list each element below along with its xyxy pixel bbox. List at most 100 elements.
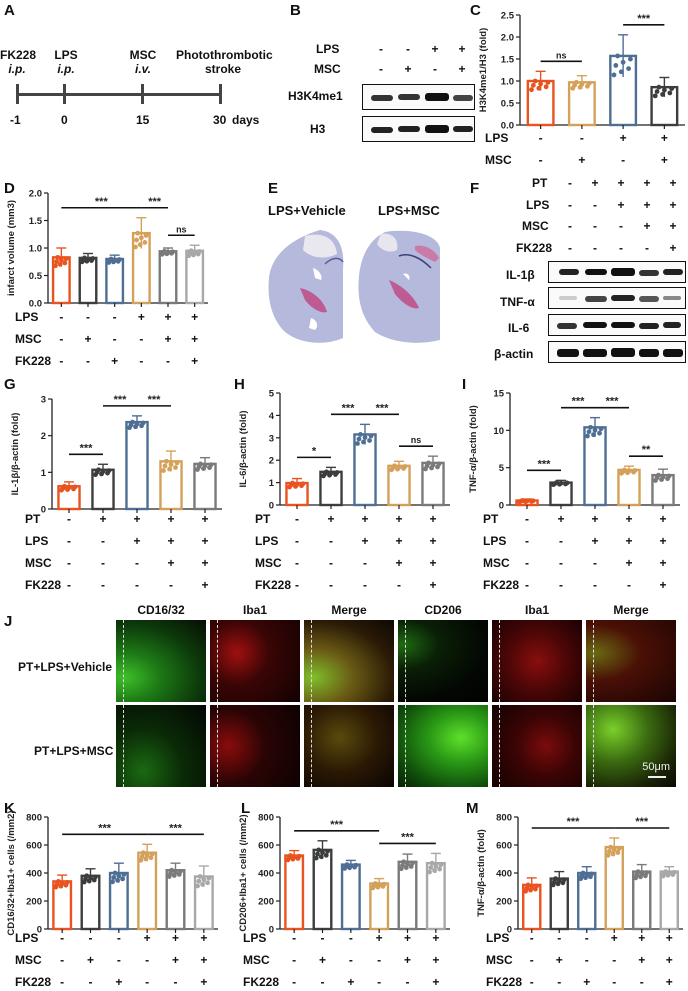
data-point [660,474,666,480]
condition-value: - [329,578,333,592]
condition-value: - [593,198,597,212]
condition-value: + [84,332,91,346]
data-point [545,80,551,85]
data-point [198,461,203,467]
condition-value: - [89,975,93,989]
condition-value: + [200,931,207,945]
condition-value: + [395,556,402,570]
blot-label: TNF-α [500,295,535,309]
condition-value: + [404,953,411,967]
data-point [324,469,329,475]
data-point [618,69,624,75]
data-point [616,846,622,851]
data-point [524,498,530,504]
condition-value: - [621,153,625,167]
condition-label: LPS [316,42,340,56]
band [639,349,659,357]
data-point [615,53,621,59]
data-point [401,859,407,865]
condition-value: + [327,512,334,526]
condition-value: + [191,332,198,346]
data-point [592,427,598,433]
data-point [586,429,592,435]
condition-value: - [295,534,299,548]
image-iba1-vehicle-2 [492,620,582,702]
condition-value: - [174,975,178,989]
data-point [530,498,536,504]
condition-value: - [568,241,572,255]
condition-value: + [201,578,208,592]
condition-value: - [60,953,64,967]
condition-value: + [557,512,564,526]
image-iba1-msc-2 [492,705,582,787]
day-unit: days [232,113,260,127]
data-point [144,852,150,858]
condition-value: + [611,931,618,945]
condition-value: - [593,241,597,255]
bar [577,871,597,931]
image-cd1632-vehicle [116,620,206,702]
condition-value: - [295,578,299,592]
condition-label: FK228 [516,241,553,255]
panel-label-e: E [268,180,279,197]
data-point [348,863,354,869]
condition-value: + [625,556,632,570]
condition-value: + [376,931,383,945]
data-point [63,256,69,262]
bar [397,860,418,931]
y-tick-label: 200 [496,897,512,908]
data-point [115,877,120,883]
data-point [133,244,138,250]
condition-value: - [580,131,584,145]
y-tick-label: 0 [269,501,274,512]
condition-value: + [583,975,590,989]
data-point [586,80,592,86]
band [557,349,579,357]
condition-label: LPS [486,931,509,945]
data-point [585,433,590,439]
data-point [96,467,101,473]
condition-value: + [666,975,673,989]
y-tick-label: 600 [258,841,274,852]
data-point [142,239,148,245]
timeline-tick [219,84,222,104]
image-iba1-vehicle [210,620,300,702]
condition-value: - [145,975,149,989]
condition-value: - [593,578,597,592]
condition-value: + [347,975,354,989]
bar [158,250,178,305]
data-point [137,242,143,248]
condition-value: - [530,931,534,945]
condition-value: + [164,332,171,346]
column-title: Merge [613,603,649,617]
condition-value: - [377,953,381,967]
blot-label: IL-6 [508,321,530,335]
data-point [661,87,667,93]
condition-value: + [429,556,436,570]
image-cd1632-msc [116,705,206,787]
data-point [328,470,334,476]
blot-h3k4me1 [362,84,475,110]
significance-label: ns [176,224,187,234]
column-title: CD16/32 [137,603,185,617]
data-point [438,862,444,868]
chart-g: 0 1 2 3 IL-1β/β-actin (fold) *** *** *** PT - + + + +… [10,394,222,592]
significance-label: *** [114,394,128,406]
condition-label: MSC [243,953,270,967]
condition-value: - [117,953,121,967]
data-point [376,882,382,888]
bar [604,845,624,931]
condition-value: - [329,556,333,570]
data-point [162,463,168,469]
image-cd206-vehicle [398,620,488,702]
data-point [62,260,68,266]
data-point [402,464,408,469]
data-point [294,481,300,487]
condition-value: + [432,975,439,989]
data-point [54,259,60,264]
condition-value: - [113,332,117,346]
data-point [206,875,212,881]
significance-label: *** [567,816,581,828]
condition-value: + [115,975,122,989]
condition-value: - [530,975,534,989]
